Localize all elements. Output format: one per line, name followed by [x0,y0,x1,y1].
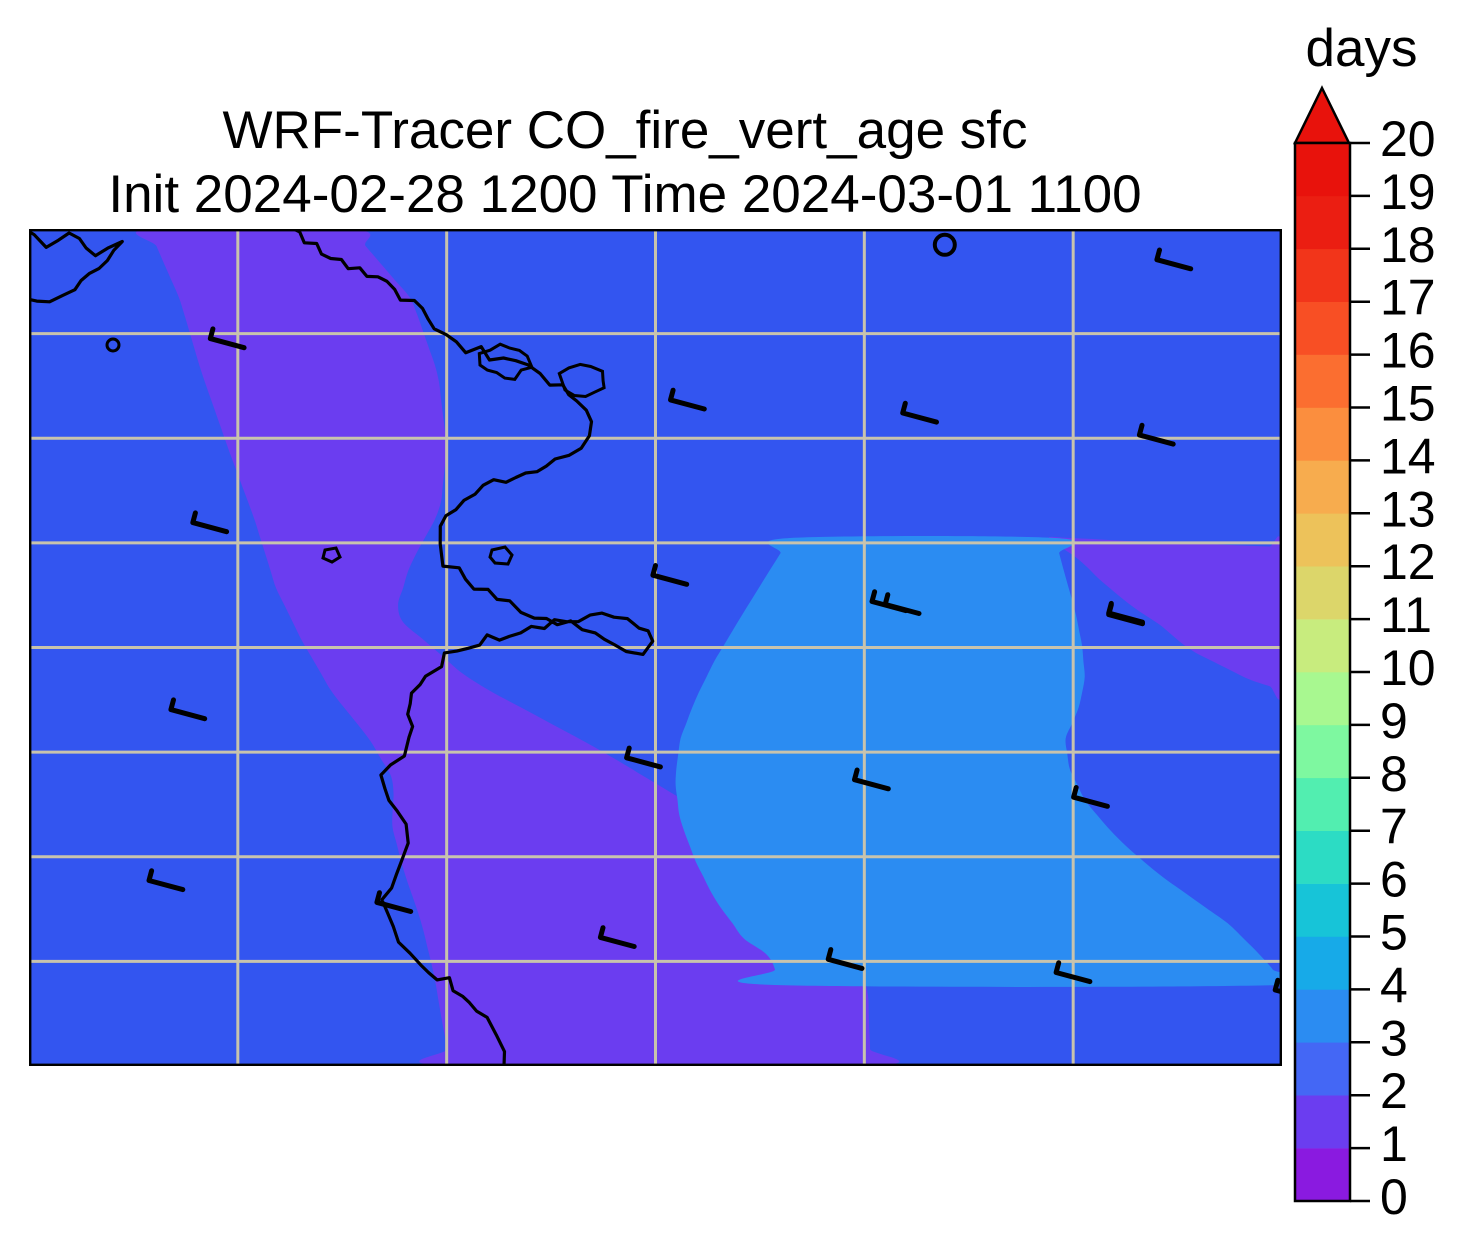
svg-text:17: 17 [1380,270,1436,326]
svg-text:1: 1 [1380,1116,1408,1172]
svg-text:18: 18 [1380,217,1436,273]
svg-text:3: 3 [1380,1010,1408,1066]
svg-text:16: 16 [1380,323,1436,379]
svg-text:7: 7 [1380,799,1408,855]
svg-text:5: 5 [1380,905,1408,961]
svg-text:4: 4 [1380,957,1408,1013]
svg-text:6: 6 [1380,852,1408,908]
svg-text:8: 8 [1380,746,1408,802]
svg-text:0: 0 [1380,1169,1408,1225]
svg-text:2: 2 [1380,1063,1408,1119]
svg-text:12: 12 [1380,534,1436,590]
svg-text:11: 11 [1380,587,1432,643]
svg-text:13: 13 [1380,481,1436,537]
svg-text:10: 10 [1380,640,1436,696]
svg-text:14: 14 [1380,428,1436,484]
svg-text:19: 19 [1380,164,1436,220]
svg-text:9: 9 [1380,693,1408,749]
svg-text:20: 20 [1380,111,1436,167]
svg-text:15: 15 [1380,376,1436,432]
